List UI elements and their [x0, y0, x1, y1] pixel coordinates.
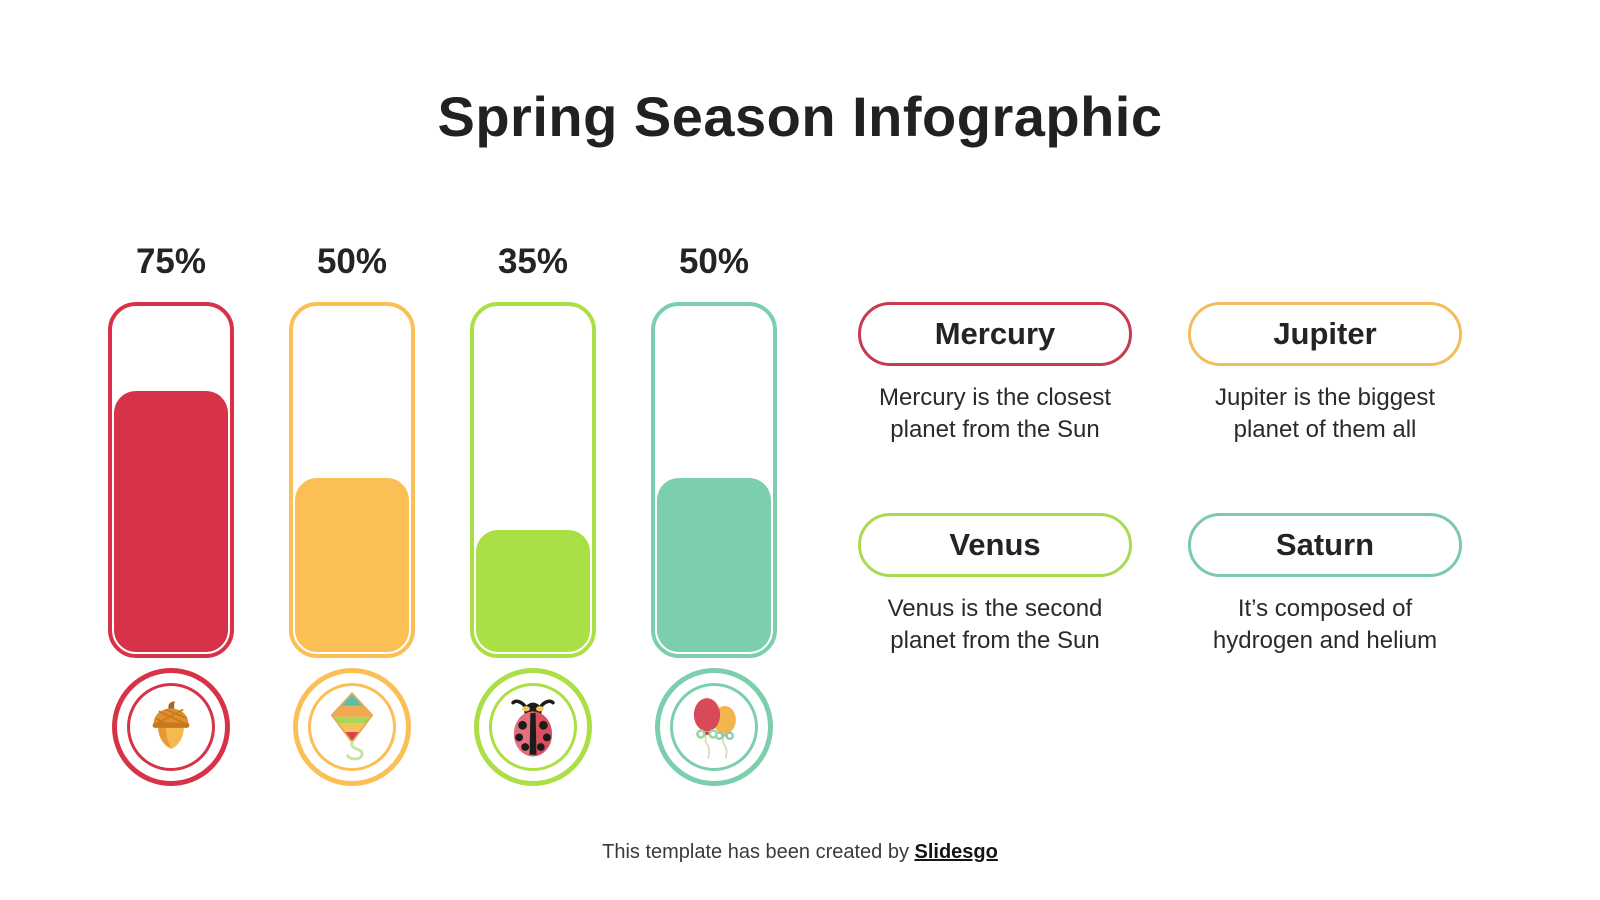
percent-label: 35% [497, 242, 569, 281]
progress-fill [114, 391, 228, 652]
footer-credit: This template has been created by Slides… [0, 841, 1600, 864]
card-title: Venus [949, 527, 1041, 562]
card-title-pill: Venus [858, 513, 1132, 577]
kite-icon [330, 692, 374, 761]
progress-bars-group: 75% 50% [108, 242, 778, 802]
acorn-icon [152, 701, 190, 749]
planet-cards-grid: Mercury Mercury is the closest planet fr… [858, 302, 1468, 702]
icon-badge [293, 668, 411, 786]
footer-text: This template has been created by [602, 841, 915, 863]
icon-badge-inner-ring [308, 683, 396, 771]
icon-badge [655, 668, 773, 786]
progress-fill [476, 530, 590, 652]
card-title: Saturn [1275, 527, 1375, 562]
card-title-pill: Jupiter [1188, 302, 1462, 366]
icon-badge [112, 668, 230, 786]
card-title-pill: Mercury [858, 302, 1132, 366]
ladybug-icon [511, 699, 555, 757]
slidesgo-link[interactable]: Slidesgo [914, 841, 998, 863]
progress-fill [295, 478, 409, 652]
card-description: Mercury is the closest planet from the S… [878, 384, 1112, 443]
percent-label: 50% [316, 242, 388, 281]
progress-column-saturn: 50% [651, 242, 777, 786]
balloons-icon [693, 698, 736, 759]
percent-label: 50% [678, 242, 750, 281]
card-title: Mercury [934, 316, 1056, 351]
card-saturn: Saturn It’s composed of hydrogen and hel… [1188, 513, 1462, 656]
card-title-pill: Saturn [1188, 513, 1462, 577]
progress-column-jupiter: 50% [289, 242, 415, 786]
progress-fill [657, 478, 771, 652]
progress-column-venus: 35% [470, 242, 596, 786]
page-title: Spring Season Infographic [437, 85, 1163, 148]
card-description: Jupiter is the biggest planet of them al… [1214, 384, 1436, 443]
card-description: Venus is the second planet from the Sun [887, 595, 1103, 654]
card-mercury: Mercury Mercury is the closest planet fr… [858, 302, 1132, 445]
card-title: Jupiter [1273, 316, 1377, 351]
progress-tube [470, 302, 596, 658]
card-jupiter: Jupiter Jupiter is the biggest planet of… [1188, 302, 1462, 445]
icon-badge-inner-ring [670, 683, 758, 771]
percent-label: 75% [135, 242, 207, 281]
progress-tube [289, 302, 415, 658]
icon-badge-inner-ring [127, 683, 215, 771]
progress-tube [651, 302, 777, 658]
icon-badge [474, 668, 592, 786]
icon-badge-inner-ring [489, 683, 577, 771]
card-venus: Venus Venus is the second planet from th… [858, 513, 1132, 656]
progress-column-mercury: 75% [108, 242, 234, 786]
card-description: It’s composed of hydrogen and helium [1212, 595, 1438, 654]
progress-tube [108, 302, 234, 658]
